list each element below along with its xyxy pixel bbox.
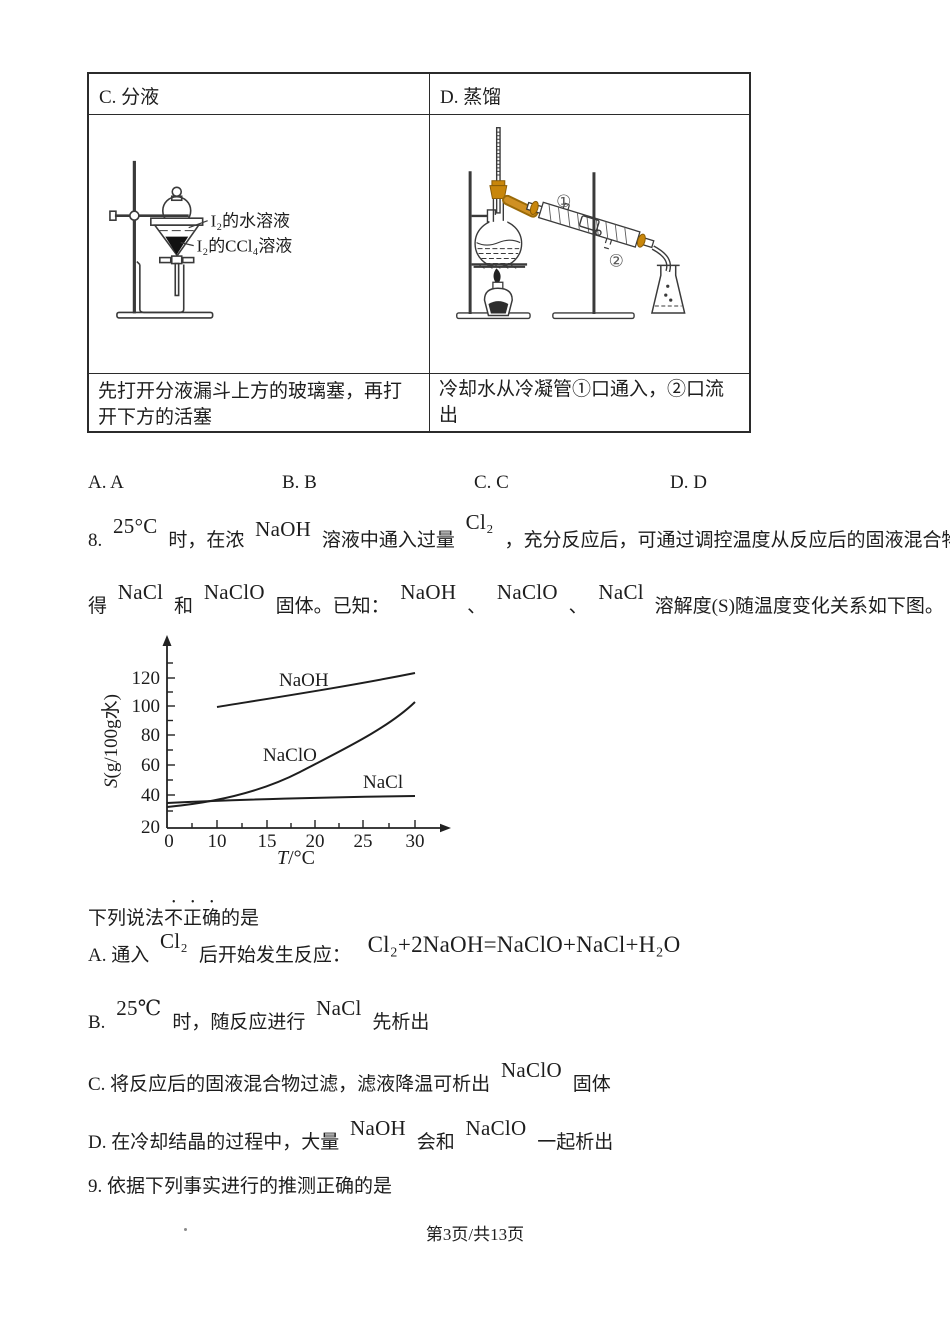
label-naoh: NaOH [279,670,329,691]
curve-nacl [166,795,416,804]
label-naclo: NaClO [263,745,317,766]
glass-stopper [171,186,183,198]
distilling-flask [474,219,523,268]
funnel-upper-label: I₂的水溶液 [211,212,290,231]
liquid-surface [476,239,521,246]
ytick-120: 120 [132,668,161,689]
equation-cl2-naoh: Cl₂+2NaOH=NaClO+NaCl+H₂O [367,932,681,957]
condenser-clamp [579,215,600,232]
q9-stem: 9. 依据下列事实进行的推测正确的是 [88,1176,393,1197]
formula-25c-b: 25℃ [116,996,162,1020]
water-outlet [603,238,613,250]
curve-naoh [216,672,416,708]
condenser [525,200,655,250]
table-header-c: C. 分液 [89,74,430,115]
formula-naclo-d: NaClO [465,1116,527,1140]
water-inlet [562,202,570,211]
stand-base [116,311,214,319]
separating-funnel-diagram: I₂的水溶液 I₂的CCl₄溶液 [109,160,293,319]
formula-nacl-b: NaCl [316,996,362,1020]
ytick-100: 100 [132,696,161,717]
desc-d: 冷却水从冷凝管①口通入，②口流出 [430,373,749,432]
answer-c: C. C [474,472,509,493]
formula-naclo-c: NaClO [500,1058,562,1082]
q8-prompt: 下列说法不正确的是 [88,908,260,929]
answer-b: B. B [282,472,317,493]
desc-c: 先打开分液漏斗上方的玻璃塞，再打开下方的活塞 [89,373,430,433]
solubility-chart: 120 100 80 60 40 20 0 10 15 20 25 30 [95,633,495,885]
port-label-1: ① [556,192,571,211]
q8-stem-line2: 得 NaCl 和 NaClO 固体。已知： NaOH 、 NaClO 、 NaC… [88,580,944,617]
formula-25c: 25°C [113,514,158,538]
q8-option-c: C. 将反应后的固液混合物过滤，滤液降温可析出 NaClO 固体 [88,1058,611,1095]
answer-a: A. A [88,472,124,493]
xtick-15: 15 [258,831,277,852]
ytick-40: 40 [141,785,160,806]
funnel-lower-label: I₂的CCl₄溶液 [197,237,293,256]
ccl4-layer [165,236,189,255]
ytick-80: 80 [141,725,160,746]
beaker [136,261,185,314]
q8-option-a: A. 通入 Cl₂ 后开始发生反应： Cl₂+2NaOH=NaClO+NaCl+… [88,929,681,966]
label-nacl: NaCl [363,772,403,793]
x-axis-title: T/°C [277,847,315,869]
y-axis-title: S(g/100g水) [100,694,122,788]
xtick-10: 10 [208,831,227,852]
formula-nacl: NaCl [117,580,164,604]
ytick-20: 20 [141,817,160,838]
emphasized-text: 不正确 [164,908,222,929]
separating-funnel-cell: I₂的水溶液 I₂的CCl₄溶液 [89,115,430,374]
answer-d: D. D [670,472,707,493]
q8-option-b: B. 25℃ 时，随反应进行 NaCl 先析出 [88,996,430,1033]
formula-naclo: NaClO [203,580,265,604]
thermometer [495,127,501,214]
stray-mark [184,1228,187,1231]
page-footer: 第3页/共13页 [425,1225,525,1244]
apparatus-table: C. 分液 D. 蒸馏 [87,72,751,433]
y-axis-arrow [162,635,172,646]
q8-option-d: D. 在冷却结晶的过程中，大量 NaOH 会和 NaClO 一起析出 [88,1116,614,1153]
ytick-60: 60 [141,755,160,776]
table-header-d: D. 蒸馏 [430,74,749,115]
q8-number: 8. [88,530,103,551]
distillation-diagram: ① ② [456,127,686,320]
port-label-2: ② [609,251,624,270]
alcohol-lamp [483,268,513,317]
formula-naoh: NaOH [255,517,312,541]
q8-stem-line1: 8. 25°C 时，在浓 NaOH 溶液中通入过量 Cl₂ ，充分反应后，可通过… [88,510,950,551]
outlet-tube [174,262,180,297]
q7-answer-row: A. A B. B C. C D. D [0,470,950,496]
formula-naoh-d: NaOH [349,1116,407,1140]
xtick-0: 0 [164,831,174,852]
formula-cl2-a: Cl₂ [159,929,189,953]
xtick-30: 30 [406,831,425,852]
flame [493,268,501,286]
distillation-cell: ① ② [430,115,749,373]
xtick-25: 25 [354,831,373,852]
x-axis-arrow [440,823,451,833]
xtick-20: 20 [306,831,325,852]
formula-cl2: Cl₂ [465,510,494,534]
right-stand-base [552,312,635,320]
stopcock [170,255,183,265]
receiving-flask [650,264,686,314]
